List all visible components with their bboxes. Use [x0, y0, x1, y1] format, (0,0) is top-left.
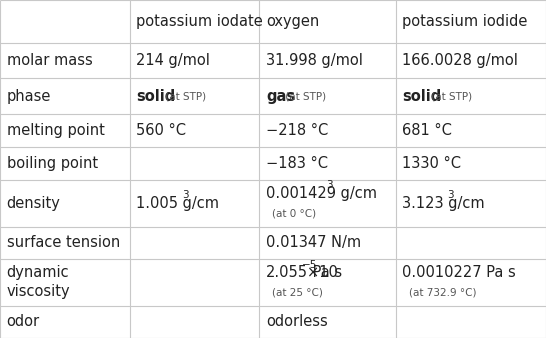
Text: solid: solid — [136, 89, 176, 103]
Text: potassium iodate: potassium iodate — [136, 14, 263, 29]
Text: density: density — [7, 196, 61, 211]
Text: 2.055×10: 2.055×10 — [266, 265, 339, 281]
Text: 560 °C: 560 °C — [136, 123, 187, 138]
Text: odor: odor — [7, 314, 40, 329]
Text: gas: gas — [266, 89, 295, 103]
Text: 0.001429 g/cm: 0.001429 g/cm — [266, 186, 377, 201]
Text: (at 25 °C): (at 25 °C) — [272, 288, 323, 297]
Text: 681 °C: 681 °C — [402, 123, 452, 138]
Text: (at STP): (at STP) — [162, 91, 206, 101]
Text: −183 °C: −183 °C — [266, 156, 328, 171]
Text: oxygen: oxygen — [266, 14, 319, 29]
Text: −218 °C: −218 °C — [266, 123, 328, 138]
Text: (at 732.9 °C): (at 732.9 °C) — [409, 288, 477, 297]
Text: 214 g/mol: 214 g/mol — [136, 53, 210, 68]
Text: solid: solid — [402, 89, 442, 103]
Text: 0.01347 N/m: 0.01347 N/m — [266, 235, 361, 250]
Text: phase: phase — [7, 89, 51, 103]
Text: −5: −5 — [301, 260, 317, 269]
Text: molar mass: molar mass — [7, 53, 92, 68]
Text: 3: 3 — [182, 190, 188, 200]
Text: odorless: odorless — [266, 314, 328, 329]
Text: 0.0010227 Pa s: 0.0010227 Pa s — [402, 265, 516, 281]
Text: (at STP): (at STP) — [428, 91, 472, 101]
Text: Pa s: Pa s — [308, 265, 342, 281]
Text: 1330 °C: 1330 °C — [402, 156, 461, 171]
Text: dynamic
viscosity: dynamic viscosity — [7, 265, 70, 299]
Text: boiling point: boiling point — [7, 156, 98, 171]
Text: (at 0 °C): (at 0 °C) — [272, 209, 317, 218]
Text: 166.0028 g/mol: 166.0028 g/mol — [402, 53, 518, 68]
Text: potassium iodide: potassium iodide — [402, 14, 528, 29]
Text: (at STP): (at STP) — [282, 91, 327, 101]
Text: surface tension: surface tension — [7, 235, 120, 250]
Text: 1.005 g/cm: 1.005 g/cm — [136, 196, 219, 211]
Text: melting point: melting point — [7, 123, 104, 138]
Text: 3: 3 — [326, 180, 333, 191]
Text: 3.123 g/cm: 3.123 g/cm — [402, 196, 485, 211]
Text: 3: 3 — [447, 190, 454, 200]
Text: 31.998 g/mol: 31.998 g/mol — [266, 53, 363, 68]
